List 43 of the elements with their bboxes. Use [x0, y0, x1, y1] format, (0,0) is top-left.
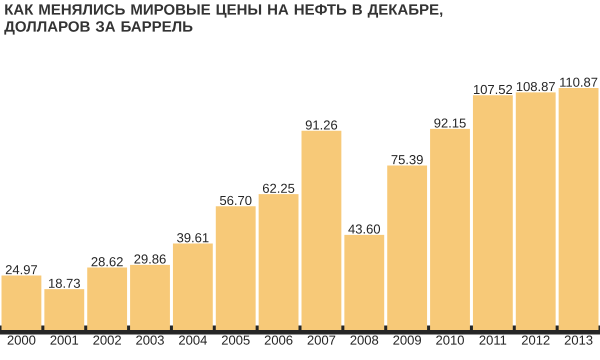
x-tick-label: 2009: [393, 336, 421, 345]
bar: [387, 165, 428, 330]
data-label: 110.87: [560, 78, 598, 87]
x-tick-label: 2000: [8, 336, 36, 345]
bar: [430, 128, 470, 330]
bar: [258, 194, 298, 330]
data-label: 24.97: [6, 265, 38, 274]
bar: [44, 289, 84, 330]
data-label: 108.87: [516, 82, 555, 92]
x-tick-label: 2012: [522, 336, 550, 345]
bar: [87, 268, 128, 330]
x-tick-label: 2003: [136, 336, 164, 345]
bar: [344, 234, 384, 330]
x-tick-label: 2002: [93, 336, 121, 345]
bar: [130, 264, 170, 330]
bar: [558, 88, 598, 330]
data-label: 43.60: [348, 224, 380, 234]
bar: [472, 95, 513, 330]
x-tick-label: 2001: [50, 336, 78, 345]
x-tick-label: 2011: [480, 336, 506, 345]
x-tick-label: 2007: [308, 336, 336, 345]
x-tick-label: 2013: [564, 336, 592, 345]
chart-title: КАК МЕНЯЛИСЬ МИРОВЫЕ ЦЕНЫ НА НЕФТЬ В ДЕКАБРЕ, ДОЛЛАРОВ ЗА БАРРЕЛЬ: [4, 4, 442, 35]
bar: [516, 92, 556, 330]
data-label: 28.62: [92, 257, 123, 266]
data-label: 107.52: [474, 84, 512, 94]
data-label: 56.70: [220, 196, 252, 206]
bar: [172, 244, 213, 330]
data-label: 18.73: [49, 278, 80, 288]
x-tick-label: 2005: [222, 336, 250, 345]
x-tick-label: 2006: [264, 336, 292, 345]
bar: [216, 206, 256, 330]
data-label: 39.61: [177, 233, 208, 242]
x-tick-label: 2004: [179, 336, 207, 345]
bar: [302, 130, 342, 330]
data-label: 91.26: [306, 120, 338, 130]
data-label: 29.86: [134, 254, 166, 264]
data-label: 92.15: [434, 118, 466, 128]
bar: [2, 276, 42, 330]
x-tick-label: 2008: [350, 336, 378, 345]
data-label: 75.39: [392, 155, 423, 164]
data-label: 62.25: [262, 184, 294, 193]
x-tick-label: 2010: [436, 336, 464, 345]
